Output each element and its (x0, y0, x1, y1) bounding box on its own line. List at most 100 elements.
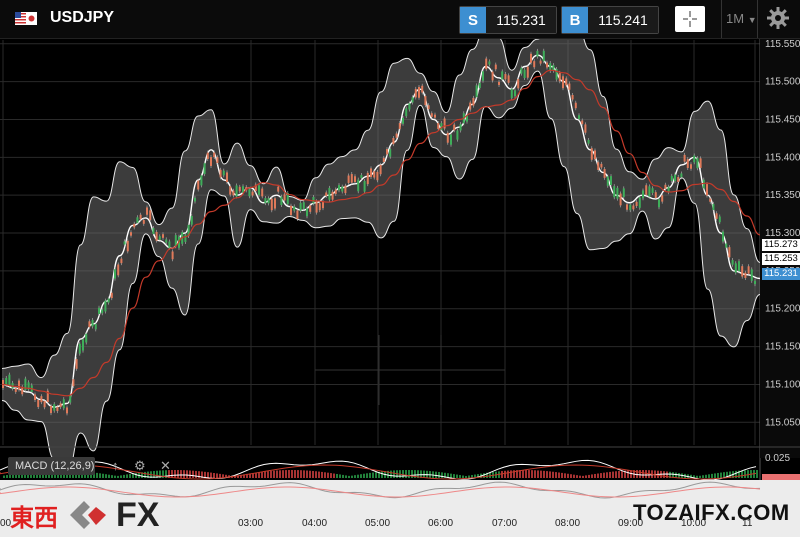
macd-bar (462, 475, 464, 478)
macd-bar (9, 474, 11, 478)
candle-body (158, 236, 161, 240)
macd-bar (747, 470, 749, 478)
candle-body (27, 382, 30, 390)
macd-bar (456, 474, 458, 478)
candle-body (376, 171, 379, 181)
candle-body (494, 64, 497, 70)
arrow-up-icon[interactable]: ↑ (112, 458, 119, 473)
candle-body (155, 231, 158, 241)
sell-button[interactable]: S 115.231 (459, 6, 557, 34)
macd-bar (156, 470, 158, 478)
macd-bar (645, 470, 647, 478)
macd-indicator-label[interactable]: MACD (12,26,9) (8, 457, 95, 475)
macd-bar (261, 471, 263, 478)
candle-body (162, 234, 164, 238)
macd-bar (321, 471, 323, 478)
price-axis-label: 115.100 (765, 379, 800, 390)
candle-body (450, 134, 452, 145)
candle-body (350, 174, 353, 183)
candle-body (78, 343, 81, 354)
candle-body (664, 184, 667, 189)
timeframe-value: 1M (726, 11, 745, 26)
candle-body (261, 188, 264, 197)
time-axis-label: 00 (0, 518, 12, 529)
price-axis-label: 115.400 (765, 152, 800, 163)
macd-bar (147, 471, 149, 478)
macd-bar (123, 474, 125, 478)
candle-body (418, 86, 420, 98)
price-axis-label: 115.550 (765, 39, 800, 50)
macd-bar (165, 470, 167, 478)
candle-body (206, 152, 209, 159)
macd-bar (303, 470, 305, 478)
macd-bar (474, 474, 476, 478)
candle-body (235, 185, 238, 197)
timeframe-select[interactable]: 1M ▼ (726, 11, 757, 26)
macd-bar (324, 472, 326, 478)
macd-bar (345, 475, 347, 478)
macd-bar (606, 472, 608, 478)
candle-body (744, 272, 747, 279)
macd-bar (246, 473, 248, 478)
candle-body (126, 240, 129, 252)
macd-bar (255, 472, 257, 478)
candle-body (437, 123, 440, 129)
time-axis-label: 05:00 (365, 518, 391, 529)
candle-body (558, 72, 561, 82)
macd-bar (756, 470, 758, 478)
buy-button[interactable]: B 115.241 (561, 6, 659, 34)
macd-bar (543, 470, 545, 478)
candle-body (587, 139, 590, 144)
macd-bar (447, 473, 449, 478)
macd-bar (204, 471, 206, 478)
macd-bar (552, 471, 554, 478)
macd-bar (417, 470, 419, 478)
diamond-logo-icon (70, 501, 106, 529)
macd-bar (558, 472, 560, 478)
macd-bar (27, 472, 29, 478)
candle-body (382, 157, 385, 163)
macd-bar (582, 475, 584, 478)
price-axis-label: 115.200 (765, 304, 800, 315)
candle-body (626, 204, 628, 210)
candle-body (142, 220, 145, 224)
candle-body (690, 164, 692, 169)
macd-bar (378, 471, 380, 478)
candle-body (50, 405, 52, 414)
close-icon[interactable]: ✕ (160, 458, 171, 473)
candle-body (674, 174, 676, 182)
macd-bar (408, 470, 410, 478)
macd-bar (162, 470, 164, 478)
macd-bar (573, 474, 575, 478)
candle-body (357, 179, 360, 192)
macd-bar (516, 470, 518, 478)
crosshair-button[interactable] (675, 6, 705, 32)
candle-body (264, 198, 267, 204)
time-axis-label: 07:00 (492, 518, 518, 529)
candle-body (56, 406, 59, 412)
macd-bar (237, 475, 239, 478)
macd-bar (549, 471, 551, 478)
candle-body (21, 386, 24, 395)
candle-body (402, 117, 404, 124)
macd-bar (96, 472, 98, 478)
candle-body (370, 168, 372, 177)
macd-bar (111, 475, 113, 478)
candle-body (475, 85, 478, 98)
candle-body (552, 65, 555, 71)
macd-bar (198, 471, 200, 478)
macd-bar (297, 470, 299, 478)
macd-bar (522, 470, 524, 478)
candle-body (296, 210, 299, 219)
macd-bar (546, 471, 548, 478)
candle-body (101, 309, 104, 314)
band-upper-line (1, 0, 761, 379)
candle-body (149, 210, 152, 221)
candle-body (715, 213, 718, 219)
macd-bar (627, 470, 629, 478)
macd-bar (600, 473, 602, 478)
gear-icon[interactable] (766, 6, 790, 30)
gear-icon[interactable]: ⚙ (134, 458, 146, 473)
candle-body (91, 319, 94, 327)
